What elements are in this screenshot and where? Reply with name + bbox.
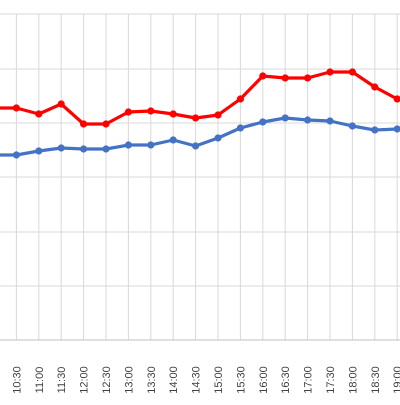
data-point — [147, 141, 155, 149]
x-tick-label: 15:30 — [235, 366, 247, 394]
data-point — [304, 74, 312, 82]
x-tick-label: 13:00 — [123, 366, 135, 394]
data-point — [80, 145, 88, 153]
x-tick-label: 14:00 — [168, 366, 180, 394]
data-point — [147, 107, 155, 115]
data-point — [236, 95, 244, 103]
data-point — [169, 136, 177, 144]
data-point — [192, 114, 200, 122]
data-point — [393, 125, 400, 133]
data-point — [102, 145, 110, 153]
x-tick-label: 16:00 — [258, 366, 270, 394]
data-point — [169, 110, 177, 118]
data-point — [259, 72, 267, 80]
data-point — [326, 68, 334, 76]
data-point — [393, 95, 400, 103]
x-tick-label: 15:00 — [213, 366, 225, 394]
x-tick-label: 10:00 — [0, 366, 1, 394]
data-point — [35, 147, 43, 155]
data-point — [57, 144, 65, 152]
data-point — [304, 116, 312, 124]
data-point — [57, 100, 65, 108]
x-tick-label: 19:00 — [392, 366, 400, 394]
x-tick-label: 17:00 — [303, 366, 315, 394]
data-point — [348, 122, 356, 130]
data-point — [12, 104, 20, 112]
data-point — [214, 134, 222, 142]
series-layer — [0, 68, 400, 159]
data-point — [102, 120, 110, 128]
data-point — [371, 126, 379, 134]
data-point — [214, 111, 222, 119]
x-tick-label: 17:30 — [325, 366, 337, 394]
x-tick-label: 16:30 — [280, 366, 292, 394]
x-tick-label: 11:30 — [56, 367, 68, 394]
x-tick-label: 11:00 — [34, 367, 46, 394]
data-point — [348, 68, 356, 76]
data-point — [35, 110, 43, 118]
x-tick-label: 18:30 — [370, 366, 382, 394]
data-point — [80, 120, 88, 128]
x-tick-label: 10:30 — [11, 366, 23, 394]
data-point — [259, 118, 267, 126]
data-point — [236, 124, 244, 132]
data-point — [371, 83, 379, 91]
x-tick-labels: 10:00 10:30 11:00 11:30 12:00 12:30 13:00 13:30… — [0, 366, 400, 394]
data-point — [281, 74, 289, 82]
data-point — [281, 114, 289, 122]
data-point — [192, 142, 200, 150]
x-tick-label: 13:30 — [146, 366, 158, 394]
x-tick-label: 18:00 — [347, 366, 359, 394]
data-point — [124, 141, 132, 149]
gridlines — [0, 13, 400, 341]
data-point — [12, 151, 20, 159]
x-tick-label: 12:30 — [101, 366, 113, 394]
data-point — [124, 108, 132, 116]
x-tick-label: 12:00 — [79, 366, 91, 394]
data-point — [326, 117, 334, 125]
x-tick-label: 14:30 — [191, 366, 203, 394]
